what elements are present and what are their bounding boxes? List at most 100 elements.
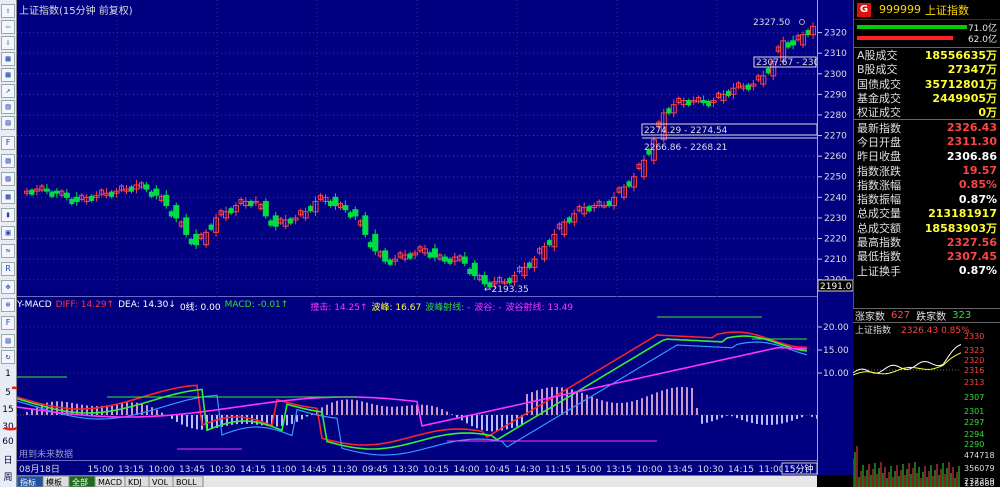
candle-icon[interactable]: ▮ bbox=[1, 208, 15, 222]
candle-body bbox=[626, 181, 632, 187]
quote-row: 指数涨跌 19.57 bbox=[854, 163, 1000, 178]
candle-body bbox=[422, 248, 428, 254]
f10-icon[interactable]: F bbox=[1, 136, 15, 150]
candle-body bbox=[686, 100, 692, 106]
table-icon[interactable]: ▤ bbox=[1, 116, 15, 130]
price-chart[interactable]: 上证指数(15分钟 前复权) 2327.50 ←2193.35 2307.67 - … bbox=[17, 0, 834, 297]
candle-body bbox=[765, 68, 771, 74]
period-5[interactable]: 5 bbox=[5, 388, 11, 398]
chart-icon-3[interactable]: ▩ bbox=[1, 190, 15, 204]
candle-body bbox=[805, 30, 811, 36]
candle-body bbox=[262, 200, 269, 217]
arrow-left-icon[interactable]: ⇦ bbox=[1, 20, 15, 34]
candle-body bbox=[726, 90, 731, 96]
price-tick-label: 2240 bbox=[824, 193, 847, 203]
grid-icon-2[interactable]: ▦ bbox=[1, 68, 15, 82]
arrow-down-icon[interactable]: ⇩ bbox=[1, 36, 15, 50]
quote-row-value: 2327.56 bbox=[946, 235, 997, 249]
bar-chart-icon[interactable]: ▥ bbox=[1, 100, 15, 114]
time-label: 13:15 bbox=[606, 465, 632, 475]
price-tick-label: 2320 bbox=[824, 29, 847, 39]
time-label: 15:00 bbox=[576, 465, 602, 475]
mini-tick-label: 474718 bbox=[964, 451, 995, 460]
candle-body bbox=[347, 212, 353, 218]
chart-icon-2[interactable]: ▨ bbox=[1, 172, 15, 186]
intraday-mini-chart[interactable]: 上证指数 2326.43 0.85% 2330 2323 2320 2316 2313 230… bbox=[852, 322, 1000, 487]
chart-icon[interactable]: ▧ bbox=[1, 154, 15, 168]
time-axis: 08月18日 15:00 13:15 10:00 13:45 10:30 14:15 11:0… bbox=[17, 460, 845, 475]
period-30[interactable]: 30 bbox=[2, 422, 14, 432]
quote-row-label: 指数涨跌 bbox=[857, 164, 901, 178]
move-icon[interactable]: ✥ bbox=[1, 280, 15, 294]
time-label: 13:45 bbox=[179, 465, 205, 475]
candle-body bbox=[611, 196, 618, 207]
mini-title-value: 2326.43 0.85% bbox=[901, 326, 970, 336]
mini-tick-label: 2313 bbox=[964, 378, 984, 387]
quote-row-label: 最低指数 bbox=[857, 250, 901, 264]
candle-body bbox=[750, 83, 757, 87]
quote-row-label: 指数振幅 bbox=[857, 193, 901, 207]
candle-body bbox=[785, 42, 791, 48]
indicator-tab-label: BOLL bbox=[176, 478, 197, 487]
refresh-icon[interactable]: ↻ bbox=[1, 350, 15, 364]
period-day[interactable]: 日 bbox=[3, 456, 13, 466]
price-tick-label: 2300 bbox=[824, 70, 847, 80]
time-label: 14:15 bbox=[728, 465, 754, 475]
indicator-tab bbox=[172, 475, 204, 487]
quote-row: 今日开盘 2311.30 bbox=[854, 135, 1000, 149]
indicator-tab-label: 指标 bbox=[20, 477, 36, 487]
wave-icon[interactable]: ≈ bbox=[1, 244, 15, 258]
quote-row-label: 总成交量 bbox=[857, 207, 901, 221]
candle-body bbox=[710, 100, 717, 104]
period-1[interactable]: 1 bbox=[5, 369, 11, 379]
f9-icon[interactable]: F bbox=[1, 316, 15, 330]
left-toolbar: ⇧ ⇦ ⇩ ▦ ▦ ↗ ▥ ▤ F ▧ ▨ ▩ ▮ ▣ ≈ R ✥ ⊕ F ▤ … bbox=[0, 0, 32, 487]
period-60[interactable]: 60 bbox=[2, 437, 14, 447]
period-week[interactable]: 周 bbox=[3, 473, 13, 483]
quote-row-value: 0.87% bbox=[958, 192, 997, 206]
candle-body bbox=[213, 217, 220, 233]
macd-legend-item: 0线: 0.00 bbox=[179, 303, 221, 313]
quote-row-value: 18583903万 bbox=[924, 221, 997, 235]
line-chart-icon[interactable]: ↗ bbox=[1, 84, 15, 98]
macd-plot[interactable]: 用到未来数据 bbox=[16, 297, 818, 460]
time-label: 13:30 bbox=[393, 465, 419, 475]
candle-body bbox=[491, 281, 498, 285]
quote-row-label: 国债成交 bbox=[857, 77, 901, 91]
zoom-icon[interactable]: ⊕ bbox=[1, 298, 15, 312]
candle-body bbox=[148, 191, 154, 197]
candle-body bbox=[203, 231, 210, 246]
price-plot[interactable]: 2327.50 ←2193.35 2307.67 - 2308.4 2274.29 -… bbox=[17, 0, 834, 297]
candle-body bbox=[546, 240, 552, 246]
rsi-icon[interactable]: R bbox=[1, 262, 15, 276]
price-tick-label: 2290 bbox=[824, 90, 847, 100]
candle-body bbox=[129, 186, 134, 192]
doc-icon[interactable]: ▤ bbox=[1, 334, 15, 348]
quote-row-label: 昨日收盘 bbox=[857, 150, 901, 164]
candle-body bbox=[696, 96, 702, 103]
candle-body bbox=[387, 259, 393, 265]
book-icon[interactable]: ▣ bbox=[1, 226, 15, 240]
mini-tick-label: 2297 bbox=[964, 418, 984, 427]
price-tick-label: 2280 bbox=[824, 111, 847, 121]
index-code: 999999 bbox=[879, 3, 921, 16]
candle-body bbox=[700, 100, 707, 104]
candle-body bbox=[800, 34, 807, 46]
candle-body bbox=[63, 192, 70, 198]
candle-body bbox=[362, 215, 369, 235]
period-label: 15分钟 bbox=[784, 463, 813, 475]
candle-body bbox=[407, 253, 413, 259]
candle-body bbox=[670, 104, 677, 114]
candle-body bbox=[511, 275, 518, 283]
quote-row-value: 2307.45 bbox=[946, 249, 997, 263]
quote-row-value: 213181917 bbox=[928, 206, 997, 220]
mini-title: 上证指数 bbox=[855, 324, 891, 336]
period-15[interactable]: 15 bbox=[2, 405, 14, 415]
time-label: 14:45 bbox=[301, 465, 327, 475]
candle-body bbox=[471, 262, 478, 277]
arrow-up-icon[interactable]: ⇧ bbox=[1, 4, 15, 18]
grid-icon[interactable]: ▦ bbox=[1, 52, 15, 66]
candle-body bbox=[461, 256, 468, 264]
macd-panel[interactable]: Y-MACD DIFF: 14.29↑ DEA: 14.30↓ 0线: 0.00 MAC… bbox=[16, 297, 818, 460]
candle-body bbox=[382, 250, 389, 262]
